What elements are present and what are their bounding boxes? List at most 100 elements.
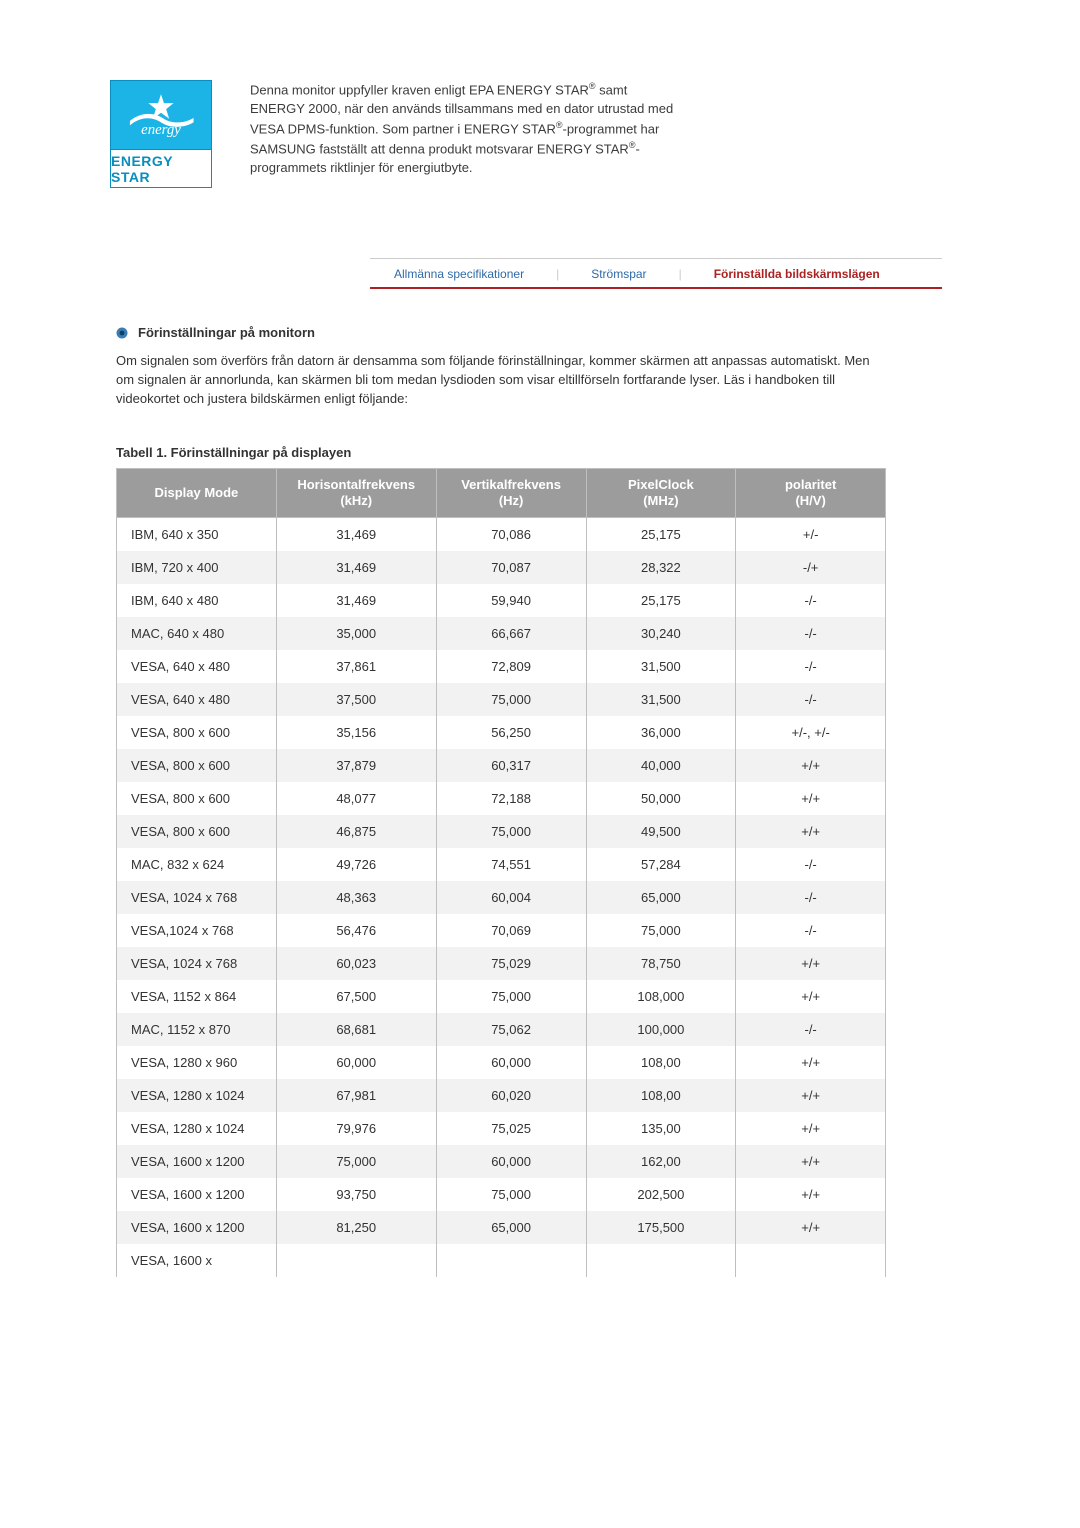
table-cell: 70,086	[436, 518, 586, 552]
table-row: VESA, 1600 x 120081,25065,000175,500+/+	[117, 1211, 886, 1244]
table-cell: VESA, 640 x 480	[117, 650, 277, 683]
table-cell: 37,879	[276, 749, 436, 782]
table-cell: 48,077	[276, 782, 436, 815]
table-cell: 31,500	[586, 683, 736, 716]
table-cell: 75,000	[586, 914, 736, 947]
table-cell: VESA, 1600 x 1200	[117, 1211, 277, 1244]
table-cell: VESA, 1024 x 768	[117, 881, 277, 914]
table-cell: 75,000	[436, 815, 586, 848]
table-cell: VESA,1024 x 768	[117, 914, 277, 947]
table-cell	[436, 1244, 586, 1277]
table-row: IBM, 720 x 40031,46970,08728,322-/+	[117, 551, 886, 584]
table-row: IBM, 640 x 35031,46970,08625,175+/-	[117, 518, 886, 552]
table-cell: 60,000	[276, 1046, 436, 1079]
table-cell: 75,029	[436, 947, 586, 980]
section-body-text: Om signalen som överförs från datorn är …	[116, 352, 886, 409]
table-cell: 48,363	[276, 881, 436, 914]
table-cell: IBM, 640 x 480	[117, 584, 277, 617]
table-cell: +/+	[736, 1046, 886, 1079]
tab-allmänna-specifikationer[interactable]: Allmänna specifikationer	[394, 267, 524, 281]
table-cell: IBM, 640 x 350	[117, 518, 277, 552]
table-cell: 75,000	[436, 683, 586, 716]
table-cell: +/+	[736, 980, 886, 1013]
table-row: VESA, 1280 x 102479,97675,025135,00+/+	[117, 1112, 886, 1145]
table-cell: -/-	[736, 650, 886, 683]
table-cell: 70,069	[436, 914, 586, 947]
table-cell: 68,681	[276, 1013, 436, 1046]
table-cell: 75,062	[436, 1013, 586, 1046]
table-cell	[586, 1244, 736, 1277]
table-row: VESA, 1152 x 86467,50075,000108,000+/+	[117, 980, 886, 1013]
table-cell: 56,476	[276, 914, 436, 947]
tab-separator: |	[556, 267, 559, 281]
table-cell: +/+	[736, 1211, 886, 1244]
table-cell: +/-	[736, 518, 886, 552]
table-cell: MAC, 640 x 480	[117, 617, 277, 650]
table-cell: 40,000	[586, 749, 736, 782]
table-cell: VESA, 640 x 480	[117, 683, 277, 716]
table-cell: 49,500	[586, 815, 736, 848]
table-cell: -/-	[736, 914, 886, 947]
intro-row: energy ENERGY STAR Denna monitor uppfyll…	[110, 80, 960, 188]
table-cell: 162,00	[586, 1145, 736, 1178]
table-cell: 175,500	[586, 1211, 736, 1244]
table-row: VESA, 1024 x 76848,36360,00465,000-/-	[117, 881, 886, 914]
table-cell: VESA, 1280 x 1024	[117, 1079, 277, 1112]
table-cell: 78,750	[586, 947, 736, 980]
table-cell: VESA, 800 x 600	[117, 749, 277, 782]
table-caption: Tabell 1. Förinställningar på displayen	[116, 445, 960, 460]
table-cell: VESA, 1600 x 1200	[117, 1178, 277, 1211]
table-cell: IBM, 720 x 400	[117, 551, 277, 584]
table-cell: 79,976	[276, 1112, 436, 1145]
table-cell: -/-	[736, 584, 886, 617]
table-cell: 72,809	[436, 650, 586, 683]
table-cell: 31,500	[586, 650, 736, 683]
table-cell: 60,000	[436, 1145, 586, 1178]
table-cell: 60,317	[436, 749, 586, 782]
table-header: Horisontalfrekvens(kHz)	[276, 468, 436, 518]
intro-paragraph: Denna monitor uppfyller kraven enligt EP…	[250, 80, 680, 178]
table-header: Vertikalfrekvens(Hz)	[436, 468, 586, 518]
table-cell: 75,025	[436, 1112, 586, 1145]
table-cell: 37,861	[276, 650, 436, 683]
table-cell: 31,469	[276, 518, 436, 552]
table-cell: +/-, +/-	[736, 716, 886, 749]
section-heading: Förinställningar på monitorn	[116, 325, 960, 340]
table-cell: VESA, 800 x 600	[117, 716, 277, 749]
table-row: VESA, 1280 x 96060,00060,000108,00+/+	[117, 1046, 886, 1079]
table-cell: 35,000	[276, 617, 436, 650]
table-header: polaritet(H/V)	[736, 468, 886, 518]
table-cell: VESA, 800 x 600	[117, 782, 277, 815]
table-cell: 59,940	[436, 584, 586, 617]
table-cell: 60,000	[436, 1046, 586, 1079]
table-cell: MAC, 1152 x 870	[117, 1013, 277, 1046]
table-cell: +/+	[736, 1178, 886, 1211]
table-cell: 30,240	[586, 617, 736, 650]
table-cell: 72,188	[436, 782, 586, 815]
table-cell: 81,250	[276, 1211, 436, 1244]
table-cell: -/-	[736, 1013, 886, 1046]
table-row: MAC, 640 x 48035,00066,66730,240-/-	[117, 617, 886, 650]
table-row: VESA, 1600 x 120093,75075,000202,500+/+	[117, 1178, 886, 1211]
table-cell: 67,500	[276, 980, 436, 1013]
tab-förinställda-bildskärmslägen[interactable]: Förinställda bildskärmslägen	[714, 267, 880, 281]
table-cell: +/+	[736, 1079, 886, 1112]
table-row: VESA, 800 x 60046,87575,00049,500+/+	[117, 815, 886, 848]
table-cell: 74,551	[436, 848, 586, 881]
table-cell: -/+	[736, 551, 886, 584]
display-modes-table: Display ModeHorisontalfrekvens(kHz)Verti…	[116, 468, 886, 1278]
tab-strömspar[interactable]: Strömspar	[591, 267, 646, 281]
table-cell: VESA, 1152 x 864	[117, 980, 277, 1013]
table-row: VESA, 640 x 48037,50075,00031,500-/-	[117, 683, 886, 716]
table-cell: VESA, 1024 x 768	[117, 947, 277, 980]
table-cell: 46,875	[276, 815, 436, 848]
table-row: VESA, 800 x 60035,15656,25036,000+/-, +/…	[117, 716, 886, 749]
table-cell: 36,000	[586, 716, 736, 749]
table-cell: -/-	[736, 683, 886, 716]
table-cell: 60,020	[436, 1079, 586, 1112]
table-cell: VESA, 1280 x 960	[117, 1046, 277, 1079]
table-cell: 67,981	[276, 1079, 436, 1112]
energy-star-logo: energy ENERGY STAR	[110, 80, 212, 188]
table-cell: 31,469	[276, 584, 436, 617]
table-row: VESA,1024 x 76856,47670,06975,000-/-	[117, 914, 886, 947]
